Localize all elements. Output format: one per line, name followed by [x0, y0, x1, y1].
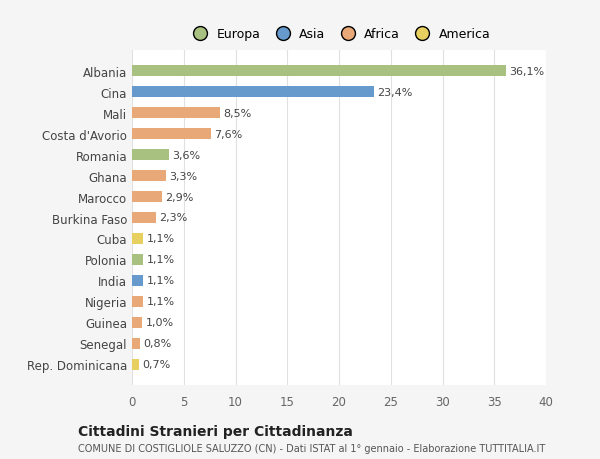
Bar — [132, 212, 156, 224]
Legend: Europa, Asia, Africa, America: Europa, Asia, Africa, America — [182, 23, 496, 46]
Bar — [132, 66, 506, 77]
Text: 2,9%: 2,9% — [165, 192, 193, 202]
Text: 1,1%: 1,1% — [146, 297, 175, 307]
Text: 8,5%: 8,5% — [223, 108, 251, 118]
Text: 1,1%: 1,1% — [146, 234, 175, 244]
Bar — [132, 338, 140, 349]
Text: 1,1%: 1,1% — [146, 276, 175, 286]
Bar — [132, 191, 162, 203]
Bar — [132, 317, 142, 329]
Text: 3,6%: 3,6% — [172, 150, 200, 160]
Text: 1,1%: 1,1% — [146, 255, 175, 265]
Text: 7,6%: 7,6% — [214, 129, 242, 139]
Bar — [132, 233, 143, 245]
Text: 0,8%: 0,8% — [143, 339, 172, 349]
Bar — [132, 129, 211, 140]
Bar — [132, 254, 143, 266]
Bar — [132, 359, 139, 370]
Text: 2,3%: 2,3% — [159, 213, 187, 223]
Bar — [132, 107, 220, 119]
Text: 0,7%: 0,7% — [142, 359, 170, 369]
Bar — [132, 275, 143, 286]
Bar — [132, 87, 374, 98]
Text: 36,1%: 36,1% — [509, 67, 544, 77]
Text: 23,4%: 23,4% — [377, 87, 413, 97]
Bar — [132, 150, 169, 161]
Bar — [132, 296, 143, 308]
Text: 1,0%: 1,0% — [145, 318, 173, 328]
Text: Cittadini Stranieri per Cittadinanza: Cittadini Stranieri per Cittadinanza — [78, 425, 353, 438]
Text: COMUNE DI COSTIGLIOLE SALUZZO (CN) - Dati ISTAT al 1° gennaio - Elaborazione TUT: COMUNE DI COSTIGLIOLE SALUZZO (CN) - Dat… — [78, 443, 545, 453]
Text: 3,3%: 3,3% — [169, 171, 197, 181]
Bar — [132, 170, 166, 182]
